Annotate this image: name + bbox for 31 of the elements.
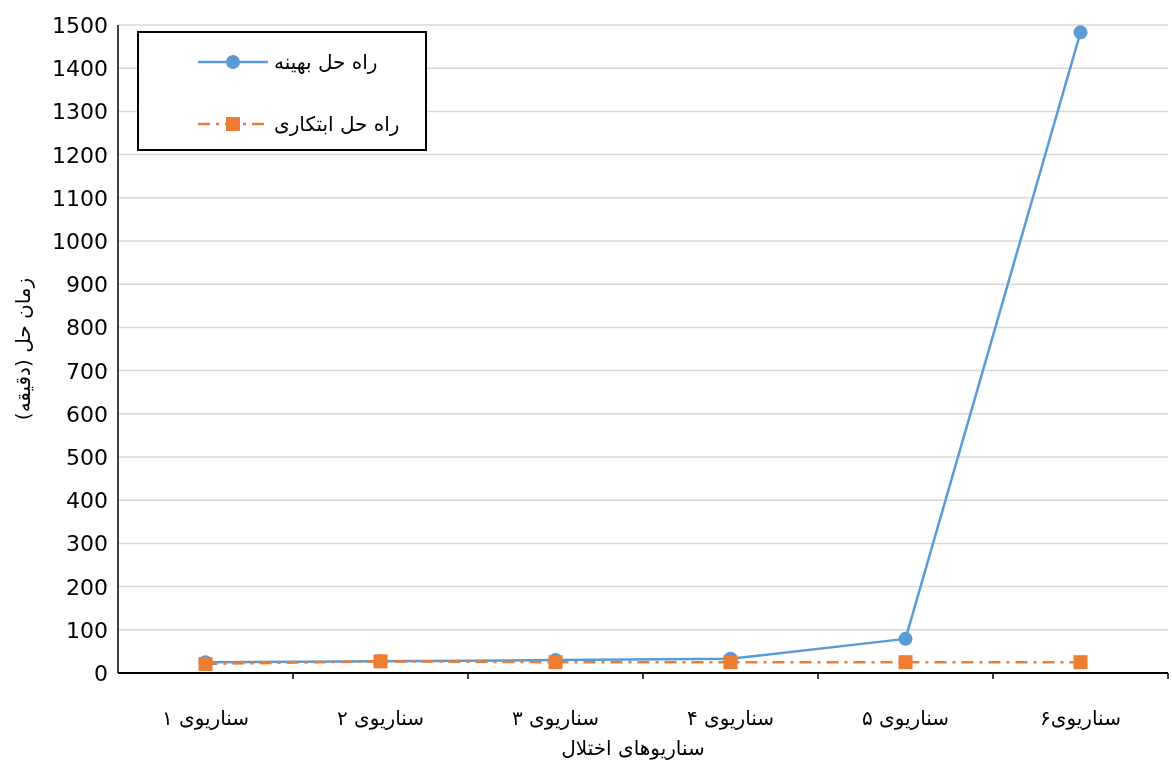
y-tick-label: 100 <box>66 617 108 643</box>
x-tick-label: سناریوی ۳ <box>511 706 600 730</box>
y-tick-label: 600 <box>66 401 108 427</box>
y-tick-label: 700 <box>66 358 108 384</box>
y-tick-label: 800 <box>66 315 108 341</box>
legend-label: راه حل ابتکاری <box>274 112 400 136</box>
point <box>1073 25 1088 40</box>
y-tick-label: 500 <box>66 445 108 470</box>
point <box>898 631 913 646</box>
point <box>1073 655 1088 670</box>
y-tick-label: 900 <box>66 272 108 298</box>
x-tick-label: سناریوی۶ <box>1040 706 1121 730</box>
legend-label: راه حل بهینه <box>274 50 378 74</box>
x-tick-label: سناریوی ۴ <box>686 706 775 730</box>
x-tick-label: سناریوی ۲ <box>336 706 425 730</box>
x-tick-label: سناریوی ۱ <box>161 706 250 730</box>
y-tick-label: 1100 <box>52 185 108 211</box>
y-tick-label: 300 <box>66 531 108 557</box>
y-tick-label: 1400 <box>52 56 108 82</box>
point <box>723 655 738 670</box>
point <box>898 655 913 670</box>
y-tick-label: 1000 <box>52 229 108 254</box>
x-tick-label: سناریوی ۵ <box>861 706 950 730</box>
y-tick-label: 1200 <box>52 142 108 168</box>
y-tick-label: 200 <box>66 574 108 600</box>
x-axis-title: سناریوهای اختلال <box>561 736 705 760</box>
y-axis-title: زمان حل (دقیقه) <box>11 277 35 421</box>
y-tick-label: 0 <box>94 661 108 686</box>
y-tick-label: 1500 <box>52 13 108 38</box>
y-tick-label: 1300 <box>52 99 108 125</box>
y-tick-label: 400 <box>66 488 108 514</box>
